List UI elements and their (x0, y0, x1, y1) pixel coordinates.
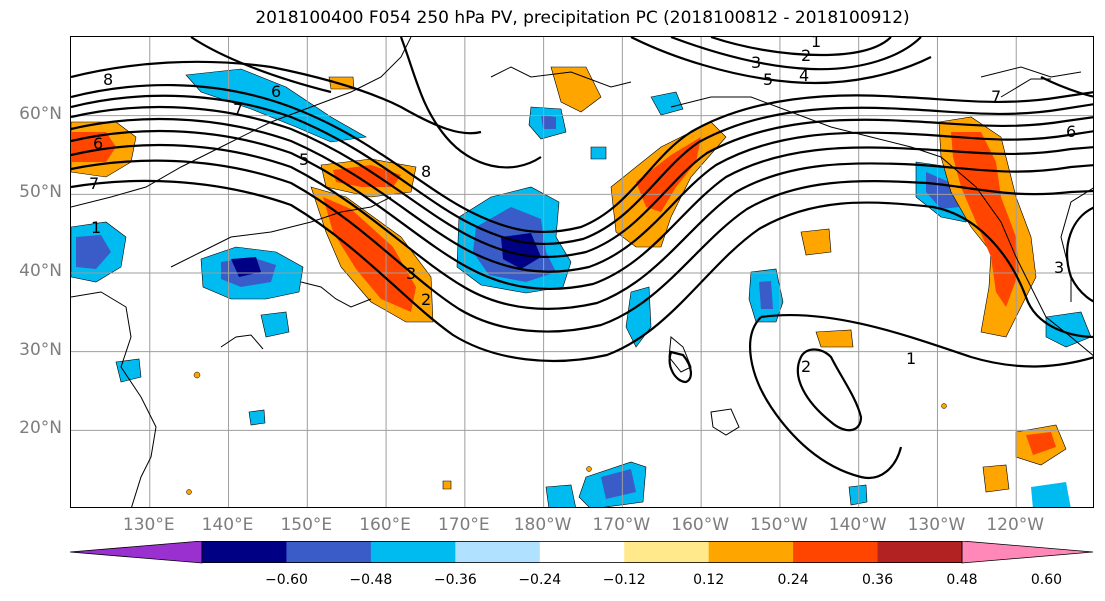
pv-contours (71, 37, 1093, 480)
longitude-label: 160°E (359, 515, 411, 535)
contour-label: 1 (811, 37, 821, 51)
longitude-label: 140°E (201, 515, 254, 535)
colorbar-segment (455, 541, 541, 563)
contour-label: 2 (801, 46, 811, 65)
contour-label: 2 (421, 290, 431, 309)
lat-lon-gridlines (71, 37, 1093, 507)
longitude-label: 160°W (671, 515, 730, 535)
contour-label: 3 (1054, 258, 1064, 277)
colorbar-segment (708, 541, 794, 563)
colorbar-segment (539, 541, 625, 563)
longitude-label: 130°E (122, 515, 175, 535)
contour-label: 4 (799, 66, 809, 85)
latitude-label: 60°N (19, 103, 62, 124)
colorbar-tick-label: −0.60 (264, 572, 308, 588)
colorbar (70, 541, 1094, 564)
contour-label: 8 (103, 70, 113, 89)
colorbar-tick-label: 0.36 (861, 572, 894, 588)
contour-label: 6 (271, 82, 281, 101)
colorbar-tick-label: −0.48 (349, 572, 393, 588)
colorbar-outline (201, 541, 963, 563)
colorbar-tick-label: 0.60 (1030, 572, 1063, 588)
contour-label: 3 (751, 53, 761, 72)
longitude-label: 150°W (750, 515, 808, 535)
map-panel: 1 2 3 4 5 6 7 8 1 2 3 5 6 7 8 1 2 3 6 7 (70, 36, 1094, 508)
colorbar-tick-label: −0.36 (433, 572, 477, 588)
contour-label: 3 (406, 264, 416, 283)
colorbar-tick-label: −0.12 (602, 572, 646, 588)
contour-label: 6 (1066, 122, 1076, 141)
latitude-label: 30°N (19, 339, 62, 360)
colorbar-tick-label: −0.24 (518, 572, 562, 588)
longitude-label: 170°E (437, 515, 490, 535)
colorbar-segment (877, 541, 963, 563)
longitude-label: 140°W (828, 515, 887, 535)
map-title: 2018100400 F054 250 hPa PV, precipitatio… (255, 8, 910, 28)
contour-label: 8 (421, 162, 431, 181)
colorbar-segment (286, 541, 372, 563)
map-canvas: 1 2 3 4 5 6 7 8 1 2 3 5 6 7 8 1 2 3 6 7 (71, 37, 1093, 507)
longitude-label: 120°W (986, 515, 1045, 535)
longitude-label: 180°W (513, 515, 572, 535)
contour-label: 7 (233, 100, 243, 119)
colorbar-segment (202, 541, 287, 563)
contour-label: 7 (89, 174, 99, 193)
colorbar-extend-high (961, 541, 1094, 564)
contour-label: 6 (93, 134, 103, 153)
latitude-label: 50°N (19, 182, 62, 203)
contour-labels: 1 2 3 4 5 6 7 8 1 2 3 5 6 7 8 1 2 3 6 7 (89, 37, 1076, 376)
latitude-label: 40°N (19, 261, 62, 281)
precipitation-shading (71, 66, 1092, 507)
colorbar-segment (370, 541, 456, 563)
contour-label: 1 (91, 218, 101, 237)
longitude-label: 170°W (592, 515, 651, 535)
colorbar-tick-label: 0.24 (777, 572, 809, 588)
contour-label: 5 (763, 70, 773, 89)
contour-label: 1 (906, 349, 916, 368)
colorbar-segment (624, 541, 710, 563)
longitude-label: 130°W (907, 515, 966, 535)
colorbar-segment (793, 541, 879, 563)
contour-label: 2 (801, 357, 811, 376)
colorbar-tick-label: 0.12 (693, 572, 725, 588)
colorbar-tick-label: 0.48 (946, 572, 978, 588)
longitude-label: 150°E (280, 515, 333, 535)
colorbar-extend-low (70, 541, 203, 564)
contour-label: 5 (299, 150, 309, 169)
contour-label: 7 (991, 87, 1001, 106)
latitude-label: 20°N (19, 418, 62, 439)
